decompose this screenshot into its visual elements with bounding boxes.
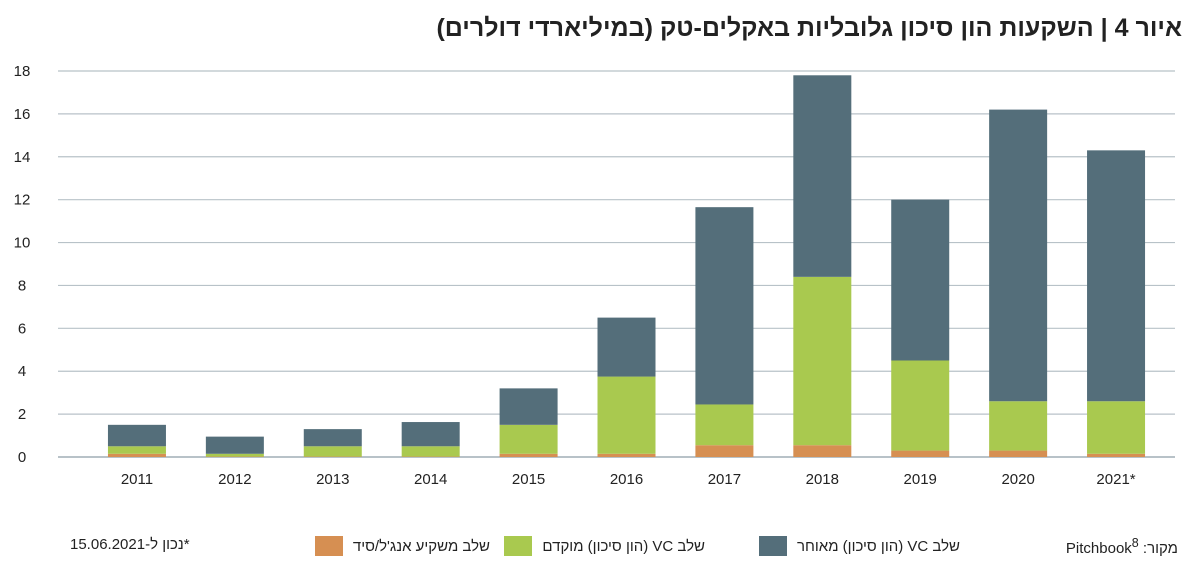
legend-swatch xyxy=(504,536,533,556)
y-tick-label: 6 xyxy=(18,320,26,337)
y-tick-label: 12 xyxy=(14,192,31,209)
x-tick-label: 2015 xyxy=(512,471,545,488)
source-text: מקור: Pitchbook xyxy=(1065,540,1178,557)
bar-segment-2021-1 xyxy=(1087,401,1146,454)
y-tick-label: 2 xyxy=(18,406,26,423)
bar-segment-2016-2 xyxy=(597,317,656,377)
x-tick-label: 2021* xyxy=(1096,471,1135,488)
x-tick-label: 2017 xyxy=(708,471,741,488)
y-tick-label: 0 xyxy=(18,449,26,466)
y-tick-label: 10 xyxy=(14,235,31,252)
legend-swatch xyxy=(759,536,787,556)
bar-segment-2021-0 xyxy=(1087,453,1146,457)
bar-segment-2014-1 xyxy=(401,446,460,457)
legend-label: שלב VC (הון סיכון) מאוחר xyxy=(797,537,960,555)
bar-segment-2014-2 xyxy=(401,422,460,447)
bar-segment-2021-2 xyxy=(1087,150,1146,402)
bar-segment-2019-2 xyxy=(891,199,950,361)
bar-segment-2019-1 xyxy=(891,360,950,451)
bar-segment-2020-2 xyxy=(989,109,1048,402)
y-tick-label: 8 xyxy=(18,277,26,294)
legend-swatch xyxy=(314,536,343,556)
source-footnote: 8 xyxy=(1131,536,1139,550)
bar-segment-2012-2 xyxy=(205,436,264,454)
x-tick-label: 2012 xyxy=(218,471,251,488)
legend-item-early: שלב VC (הון סיכון) מוקדם xyxy=(504,536,705,556)
bar-segment-2015-1 xyxy=(499,424,558,454)
bar-segment-2020-1 xyxy=(989,401,1048,451)
x-tick-label: 2019 xyxy=(904,471,937,488)
x-tick-label: 2014 xyxy=(414,471,447,488)
bar-segment-2013-1 xyxy=(303,446,362,457)
x-tick-label: 2011 xyxy=(121,471,153,488)
bar-segment-2011-2 xyxy=(107,424,166,447)
bar-segment-2016-1 xyxy=(597,376,656,454)
bar-segment-2018-0 xyxy=(793,445,852,457)
bar-segment-2017-1 xyxy=(695,404,754,446)
bar-segment-2016-0 xyxy=(597,453,656,457)
legend-item-angel: שלב משקיע אנג'ל/סיד xyxy=(314,536,490,556)
bar-segment-2015-0 xyxy=(499,453,558,457)
bar-segment-2017-2 xyxy=(695,207,754,405)
bar-segment-2020-0 xyxy=(989,450,1048,457)
x-tick-label: 2020 xyxy=(1001,471,1034,488)
bar-segment-2011-0 xyxy=(107,453,166,457)
date-note: *נכון ל-15.06.2021 xyxy=(70,536,190,553)
x-tick-label: 2018 xyxy=(806,471,839,488)
chart-title: איור 4 | השקעות הון סיכון גלובליות באקלי… xyxy=(436,14,1182,42)
bar-segment-2015-2 xyxy=(499,388,558,425)
bar-segment-2011-1 xyxy=(107,446,166,454)
bar-segment-2018-1 xyxy=(793,276,852,446)
legend-label: שלב משקיע אנג'ל/סיד xyxy=(352,537,490,555)
y-tick-label: 14 xyxy=(14,149,31,166)
x-tick-label: 2016 xyxy=(610,471,643,488)
bar-segment-2017-0 xyxy=(695,445,754,457)
y-tick-label: 16 xyxy=(14,106,31,123)
legend-item-late: שלב VC (הון סיכון) מאוחר xyxy=(759,536,960,556)
y-tick-label: 18 xyxy=(14,63,31,80)
bar-segment-2018-2 xyxy=(793,75,852,277)
bar-segment-2012-1 xyxy=(205,453,264,457)
x-tick-label: 2013 xyxy=(316,471,349,488)
source-note: מקור: Pitchbook8 xyxy=(1066,536,1178,557)
bar-segment-2019-0 xyxy=(891,450,950,457)
y-tick-label: 4 xyxy=(18,363,26,380)
legend-label: שלב VC (הון סיכון) מוקדם xyxy=(542,537,705,555)
bar-segment-2013-2 xyxy=(303,429,362,447)
